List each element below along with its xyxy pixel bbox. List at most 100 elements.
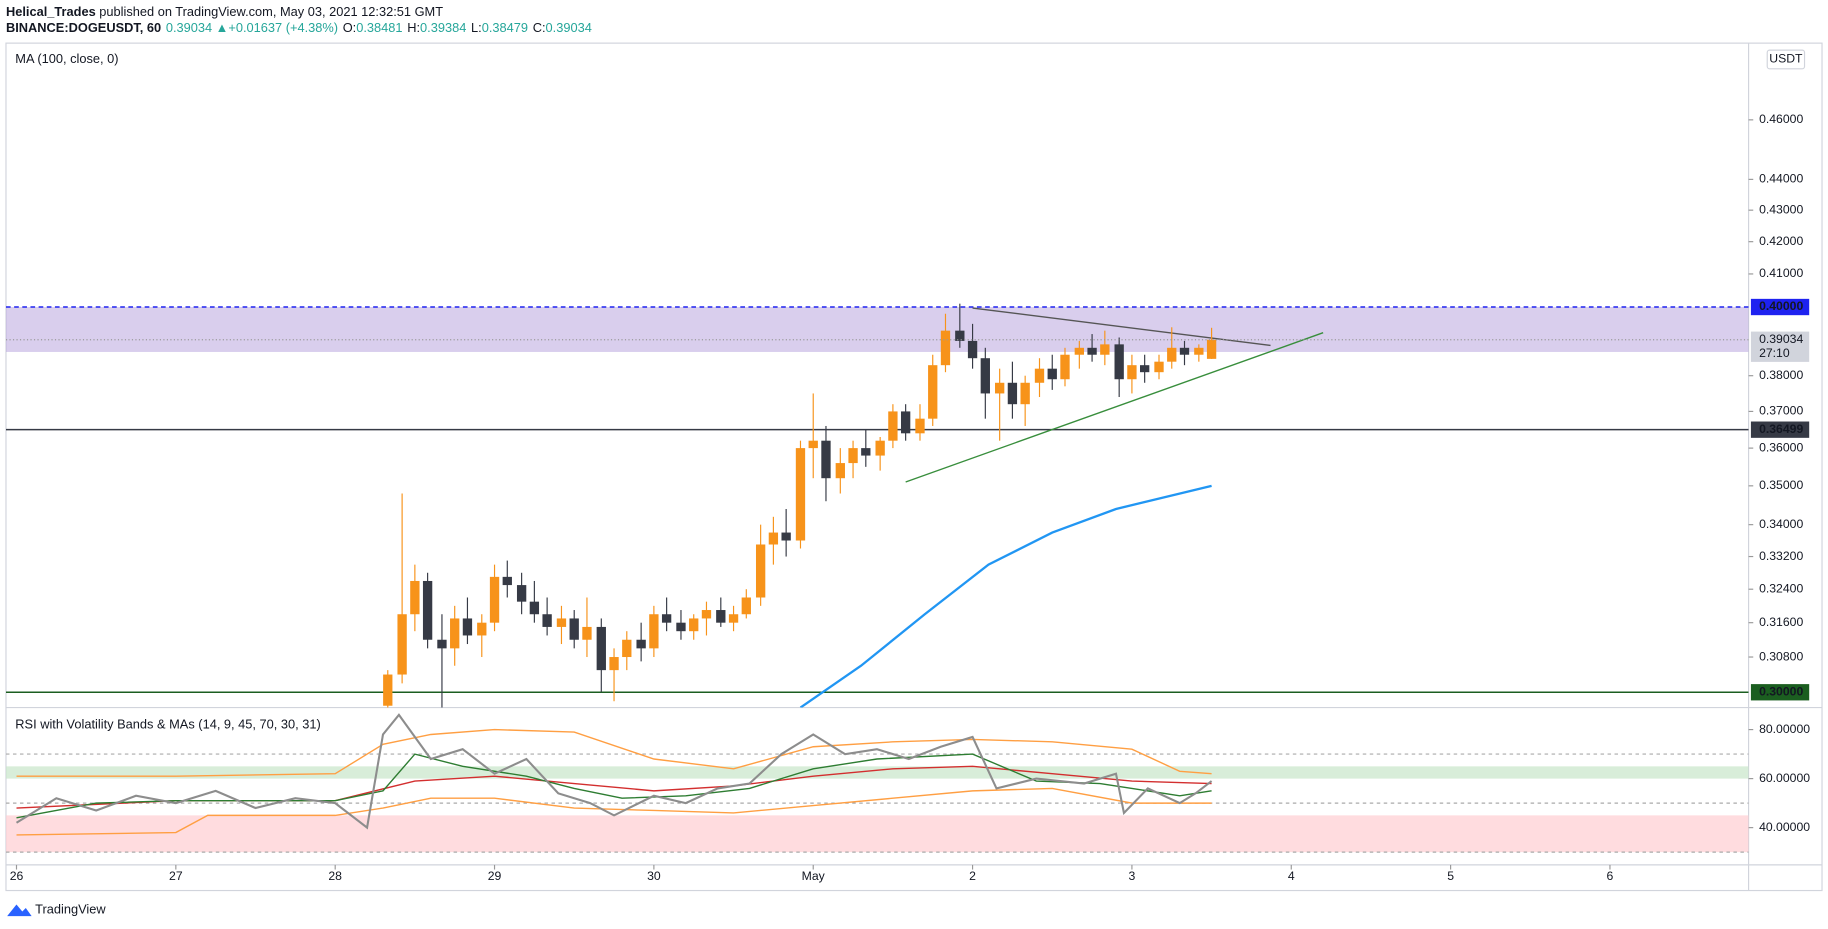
y-tick-label: 0.36000 [1759,440,1803,454]
arrow: ▲ [216,21,229,36]
candle-body [741,597,751,615]
last-price-label: 0.39034 [1759,332,1803,346]
rsi-line [15,713,1213,830]
l-value: 0.38479 [482,21,528,36]
candle-body [556,618,567,627]
candle-body [609,657,619,671]
candle-body [994,382,1005,394]
y-tick-label: 0.42000 [1759,234,1803,248]
candle-body [569,618,579,640]
candle-body [689,618,699,632]
h-value: 0.39384 [420,21,466,36]
candle-body [489,576,500,623]
x-tick-label: 2 [969,869,976,883]
frame [5,42,1823,892]
y-tick-label: 0.34000 [1759,517,1803,531]
y-tick-label: 80.00000 [1759,722,1810,736]
level-badge [1750,421,1810,438]
candle-body [875,440,885,456]
currency-badge[interactable] [1766,49,1806,70]
candle-body [940,330,951,366]
y-tick-label: 0.46000 [1759,112,1803,126]
level-label: 0.36499 [1759,422,1803,436]
candle-body [636,639,646,649]
change: +0.01637 (+4.38%) [228,21,338,36]
candle-body [410,580,420,615]
candle-body [1007,382,1018,405]
candle-body [716,610,726,623]
candle-body [422,580,433,640]
candle-body [955,330,965,341]
x-tick-label: 4 [1288,869,1295,883]
candle-body [1114,344,1124,380]
h-label: H: [407,21,420,36]
candle-body [1060,354,1070,380]
candle-body [967,340,978,359]
rsi-pane [5,713,1749,853]
candle-body [437,639,447,649]
candle-body [477,622,487,636]
candle-body [915,418,925,434]
candle-body [676,622,686,632]
candle-body [1167,347,1177,362]
candle-body [383,674,393,706]
level-badge [1750,298,1810,316]
x-tick-label: May [802,869,826,883]
candle-body [888,411,898,441]
candle-body [1047,368,1057,380]
candle-body [516,585,527,602]
y-tick-label: 60.00000 [1759,771,1810,785]
rsi-band [5,766,1749,779]
candle-body [861,448,871,456]
o-label: O: [343,21,357,36]
candle-body [582,626,592,640]
y-tick-label: 0.43000 [1759,202,1803,216]
trendline [972,307,1271,347]
candle-body [542,614,552,627]
candle-body [1179,347,1190,355]
candle-body [835,463,845,479]
x-tick-label: 3 [1129,869,1136,883]
y-tick-label: 0.35000 [1759,478,1803,492]
candle-body [1194,347,1204,355]
y-tick-label: 0.41000 [1759,266,1803,280]
x-tick-label: 26 [10,869,24,883]
candle-body [808,440,818,449]
header-line: Helical_Trades published on TradingView.… [6,4,443,19]
candle-body [450,618,460,649]
zone [5,307,1749,352]
x-tick-label: 29 [488,869,502,883]
candle-body [781,532,791,541]
author: Helical_Trades [6,4,96,19]
y-tick-label: 40.00000 [1759,820,1810,834]
y-tick-label: 0.31600 [1759,615,1803,629]
candle-body [1154,361,1164,373]
level-label: 0.30000 [1759,685,1803,699]
countdown: 27:10 [1759,346,1790,360]
y-tick-label: 0.33200 [1759,549,1803,563]
candle-body [1127,365,1137,380]
last-price: 0.39034 [166,21,212,36]
candle-body [1074,347,1084,355]
candle-body [821,440,831,479]
candle-body [701,610,712,619]
candle-body [768,532,779,545]
symbol-line: BINANCE:DOGEUSDT, 60 0.39034 ▲+0.01637 (+4… [6,21,592,36]
ma-legend: MA (100, close, 0) [15,51,118,66]
y-tick-label: 0.32400 [1759,581,1803,595]
candle-body [1087,347,1097,355]
candle-body [649,614,659,649]
candle-body [1140,365,1150,373]
o-value: 0.38481 [356,21,402,36]
candle-body [462,618,473,636]
trendline [905,332,1324,483]
candle-body [928,365,938,419]
level-badge [1750,684,1810,701]
price-pane [5,303,1749,708]
y-tick-label: 0.37000 [1759,404,1803,418]
candle-body [661,614,672,623]
x-tick-label: 6 [1607,869,1614,883]
candle-body [397,614,407,675]
x-tick-label: 5 [1447,869,1454,883]
